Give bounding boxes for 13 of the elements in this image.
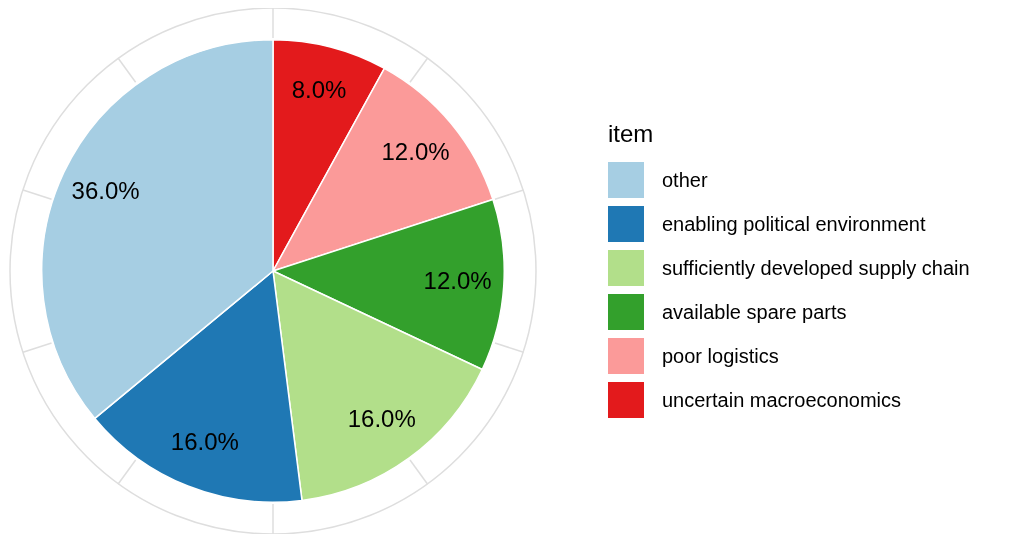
legend-label: available spare parts xyxy=(662,300,847,324)
data-label: 8.0% xyxy=(291,76,347,104)
legend-label: sufficiently developed supply chain xyxy=(662,256,970,280)
data-label: 12.0% xyxy=(381,137,450,165)
legend-label: enabling political environment xyxy=(662,212,926,236)
legend-label: poor logistics xyxy=(662,344,779,368)
data-label: 12.0% xyxy=(423,267,492,295)
legend-label: other xyxy=(662,168,708,192)
data-label: 16.0% xyxy=(170,427,239,455)
legend-label: uncertain macroeconomics xyxy=(662,388,901,412)
legend-title: item xyxy=(608,120,655,148)
data-label: 16.0% xyxy=(347,405,416,433)
data-label: 36.0% xyxy=(71,176,140,204)
